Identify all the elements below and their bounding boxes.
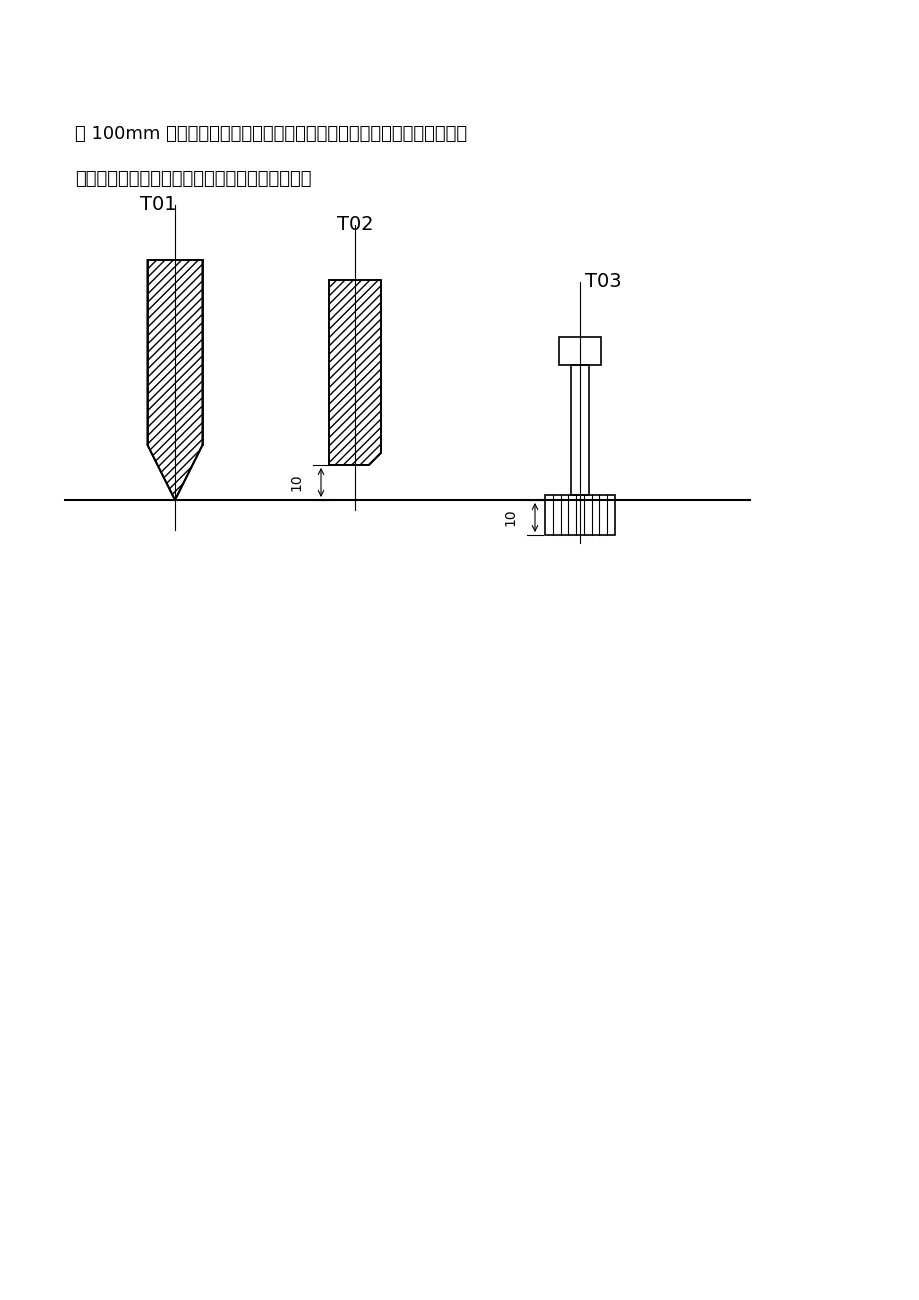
Text: 10: 10 <box>503 508 516 526</box>
Text: T03: T03 <box>584 272 621 291</box>
Text: T02: T02 <box>336 214 373 234</box>
Bar <box>559 337 600 365</box>
Text: 动 100mm 时，进行长度补偿的程序段，并说明存储器中的补偿值是多少。: 动 100mm 时，进行长度补偿的程序段，并说明存储器中的补偿值是多少。 <box>75 125 467 143</box>
Text: T01: T01 <box>140 195 176 215</box>
Bar <box>544 495 614 536</box>
Text: 10: 10 <box>289 473 302 491</box>
Text: 刀具实际位移是多少？（提示：用增量坐标编程）: 刀具实际位移是多少？（提示：用增量坐标编程） <box>75 170 312 188</box>
Bar <box>571 365 588 495</box>
